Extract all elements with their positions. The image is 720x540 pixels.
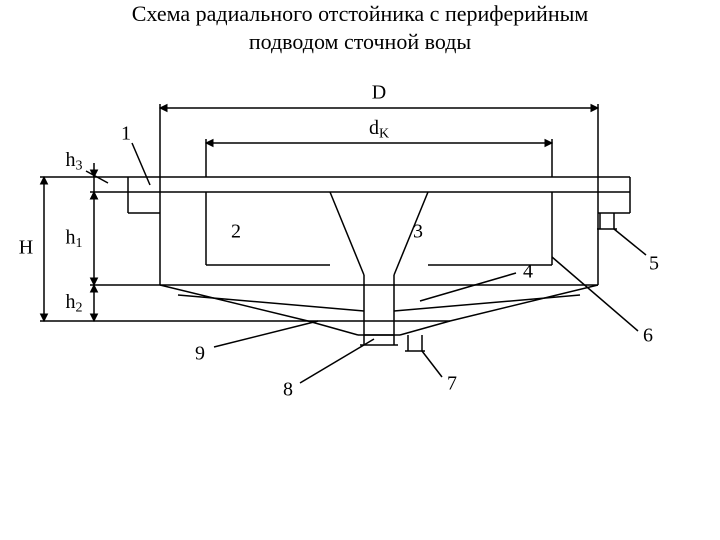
- svg-text:H: H: [19, 237, 33, 259]
- svg-text:2: 2: [231, 221, 241, 243]
- svg-text:h1: h1: [66, 226, 83, 251]
- svg-text:1: 1: [121, 123, 131, 145]
- svg-text:4: 4: [523, 261, 533, 283]
- svg-text:h3: h3: [66, 149, 83, 174]
- svg-text:3: 3: [413, 221, 423, 243]
- svg-text:dK: dK: [369, 117, 389, 142]
- svg-text:5: 5: [649, 253, 659, 275]
- svg-text:7: 7: [447, 373, 457, 395]
- svg-text:h2: h2: [66, 291, 83, 316]
- title-line-2: подводом сточной воды: [249, 29, 471, 54]
- svg-text:D: D: [372, 82, 386, 104]
- svg-text:9: 9: [195, 343, 205, 365]
- svg-text:6: 6: [643, 325, 653, 347]
- diagram-title: Схема радиального отстойника с периферий…: [0, 0, 720, 55]
- title-line-1: Схема радиального отстойника с периферий…: [132, 1, 589, 26]
- radial-settler-diagram: DdK Hh1 h2 h3 1 2 3 4 5 6 7 8 9: [0, 55, 720, 525]
- svg-text:8: 8: [283, 379, 293, 401]
